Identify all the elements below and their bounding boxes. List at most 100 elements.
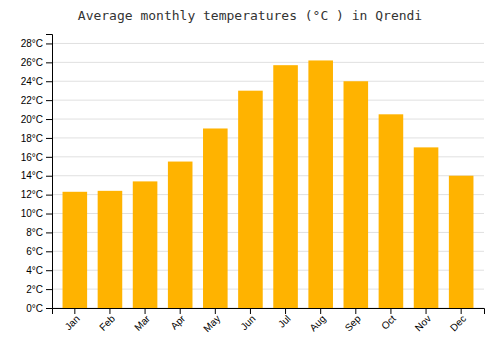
bar: [379, 114, 404, 308]
tick: 8°C: [26, 227, 52, 238]
tick-mark: [320, 308, 321, 314]
tick: Feb: [97, 308, 117, 333]
grid-line: [52, 62, 484, 63]
tick-label: Sep: [343, 313, 364, 334]
tick-mark: [46, 138, 52, 139]
tick-mark: [74, 308, 75, 314]
tick: 28°C: [21, 38, 52, 49]
axis-line: [53, 309, 485, 315]
tick-mark: [46, 308, 52, 309]
tick-label: Jan: [63, 313, 82, 332]
tick-mark: [46, 157, 52, 158]
tick: 22°C: [21, 95, 52, 106]
tick-mark: [355, 308, 356, 314]
bar: [308, 60, 333, 308]
tick: 20°C: [21, 114, 52, 125]
tick-label: 24°C: [21, 76, 43, 87]
tick-label: 20°C: [21, 114, 43, 125]
tick: Jul: [276, 308, 293, 330]
tick-label: 22°C: [21, 95, 43, 106]
grid-line: [52, 43, 484, 44]
tick-mark: [46, 270, 52, 271]
tick-label: 0°C: [26, 303, 43, 314]
tick: Oct: [379, 308, 398, 332]
tick-mark: [180, 308, 181, 314]
tick-label: 4°C: [26, 265, 43, 276]
tick-label: 8°C: [26, 227, 43, 238]
title: Average monthly temperatures (°C ) in Qr…: [78, 8, 422, 23]
tick-label: 14°C: [21, 170, 43, 181]
tick-mark: [215, 308, 216, 314]
bar: [273, 65, 298, 308]
tick-label: Oct: [379, 313, 398, 332]
tick: Aug: [307, 308, 327, 333]
tick-mark: [46, 43, 52, 44]
chart: 0°C 2°C 4°C 6°C 8°C 10°C 12°C 14°C 16°C 18°C 20°C 2…: [0, 0, 500, 350]
tick: Nov: [413, 308, 433, 333]
tick: 6°C: [26, 246, 52, 257]
tick-label: Mar: [132, 312, 152, 332]
tick-mark: [46, 81, 52, 82]
tick-label: 18°C: [21, 133, 43, 144]
bar: [344, 81, 369, 308]
tick-label: 28°C: [21, 38, 43, 49]
tick-label: 10°C: [21, 208, 43, 219]
tick-mark: [46, 232, 52, 233]
tick-label: 6°C: [26, 246, 43, 257]
y-axis: 0°C 2°C 4°C 6°C 8°C 10°C 12°C 14°C 16°C 18°C 20°C 2…: [21, 35, 53, 314]
tick-label: 26°C: [21, 57, 43, 68]
tick-label: Apr: [168, 312, 187, 331]
tick-label: May: [201, 313, 222, 334]
tick: 10°C: [21, 208, 52, 219]
tick-mark: [46, 62, 52, 63]
tick: Apr: [168, 308, 187, 332]
tick-mark: [46, 176, 52, 177]
tick-label: Jul: [276, 313, 293, 330]
tick-mark: [46, 119, 52, 120]
tick-mark: [46, 251, 52, 252]
tick: 18°C: [21, 133, 52, 144]
plot: 0°C 2°C 4°C 6°C 8°C 10°C 12°C 14°C 16°C 18°C 20°C 2…: [21, 35, 485, 335]
tick-mark: [109, 308, 110, 314]
tick: 2°C: [26, 284, 52, 295]
grid-line: [52, 119, 484, 120]
tick-label: 16°C: [21, 152, 43, 163]
tick-label: 12°C: [21, 189, 43, 200]
bar: [203, 128, 228, 308]
tick-label: 2°C: [26, 284, 43, 295]
bar: [238, 91, 263, 308]
tick-mark: [145, 308, 146, 314]
tick-mark: [46, 289, 52, 290]
tick: 14°C: [21, 170, 52, 181]
axis-line: [46, 35, 53, 309]
tick: 12°C: [21, 189, 52, 200]
tick-mark: [46, 195, 52, 196]
grid-line: [52, 100, 484, 101]
tick-mark: [46, 214, 52, 215]
bar: [133, 181, 158, 308]
tick: Mar: [132, 308, 152, 333]
tick: 4°C: [26, 265, 52, 276]
tick: Dec: [448, 308, 468, 333]
tick: 0°C: [26, 303, 52, 314]
bars: [63, 60, 474, 308]
tick-mark: [285, 308, 286, 314]
x-axis: Jan Feb Mar Apr May Jun Jul Aug Sep Oct Nov Dec: [53, 308, 485, 334]
tick: 26°C: [21, 57, 52, 68]
tick-label: Nov: [413, 313, 433, 333]
tick-mark: [250, 308, 251, 314]
tick: 16°C: [21, 152, 52, 163]
bar: [449, 176, 474, 308]
tick-label: Jun: [238, 313, 257, 332]
bar: [98, 191, 123, 308]
tick: May: [201, 308, 222, 334]
bar: [63, 192, 88, 308]
tick-mark: [461, 308, 462, 314]
grid-line: [52, 81, 484, 82]
bar: [414, 147, 439, 308]
tick-mark: [390, 308, 391, 314]
tick-label: Dec: [448, 313, 468, 333]
tick: Jan: [63, 308, 82, 332]
tick: 24°C: [21, 76, 52, 87]
tick-mark: [46, 100, 52, 101]
